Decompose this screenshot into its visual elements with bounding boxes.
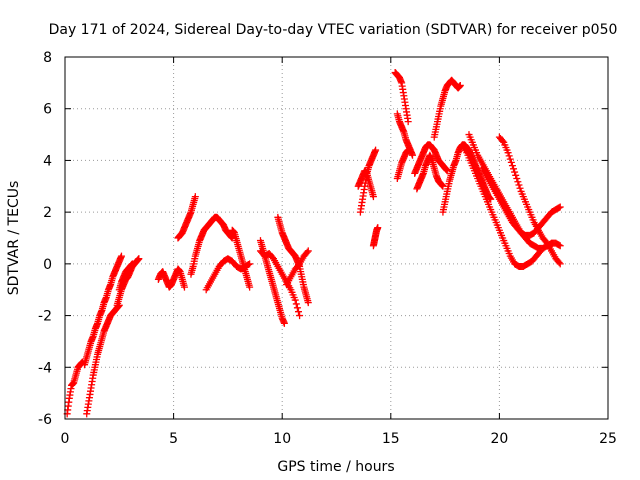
- x-tick-label: 10: [273, 431, 291, 447]
- series-trace-22: [413, 151, 447, 193]
- series-trace-15: [356, 146, 380, 216]
- data-point: [556, 242, 564, 250]
- data-point: [191, 193, 199, 201]
- data-point: [508, 162, 516, 170]
- x-tick-labels: 0 5 10 15 20 25: [61, 431, 617, 447]
- data-point: [409, 151, 417, 159]
- data-point: [246, 283, 254, 291]
- y-tick-label: 2: [43, 205, 52, 221]
- data-point: [507, 158, 515, 166]
- data-point: [456, 81, 464, 89]
- series-trace-2: [81, 252, 125, 369]
- data-point: [372, 146, 380, 154]
- x-tick-label: 0: [61, 431, 70, 447]
- plot-frame: [64, 56, 609, 420]
- data-point: [499, 137, 507, 145]
- data-point: [511, 168, 519, 176]
- data-point: [512, 171, 520, 179]
- data-point: [515, 181, 523, 189]
- series-trace-18: [391, 69, 412, 126]
- data-point: [516, 184, 524, 192]
- series-trace-21: [411, 141, 451, 177]
- series-trace-14: [283, 247, 312, 289]
- data-point: [555, 259, 563, 267]
- data-point: [374, 224, 382, 232]
- series-trace-16: [354, 167, 377, 201]
- series-trace-23: [430, 76, 464, 141]
- y-tick-label: -2: [38, 309, 52, 325]
- y-tick-label: 6: [43, 102, 52, 118]
- y-tick-label: 4: [43, 153, 52, 169]
- data-point: [117, 252, 125, 260]
- data-point: [246, 260, 254, 268]
- x-tick-label: 20: [490, 431, 508, 447]
- y-tick-labels: -6 -4 -2 0 2 4 6 8: [38, 50, 52, 428]
- x-tick-label: 5: [169, 431, 178, 447]
- data-point: [292, 300, 300, 308]
- series-trace-17: [369, 224, 382, 250]
- y-tick-label: 0: [43, 257, 52, 273]
- data-point: [404, 146, 412, 154]
- series-trace-3: [83, 301, 123, 418]
- data-point: [404, 118, 412, 126]
- series-trace-25: [458, 141, 545, 270]
- series-trace-27: [478, 164, 564, 239]
- data-point: [504, 149, 512, 157]
- series-trace-7: [174, 193, 199, 242]
- y-tick-label: -6: [38, 412, 52, 428]
- series-trace-12: [256, 247, 304, 320]
- data-point: [180, 283, 188, 291]
- data-point: [514, 178, 522, 186]
- data-point: [369, 193, 377, 201]
- series-trace-20: [393, 146, 412, 183]
- series-trace-8: [187, 213, 236, 278]
- data-point: [294, 308, 302, 316]
- data-point: [128, 260, 136, 268]
- y-tick-label: 8: [43, 50, 52, 66]
- data-point: [510, 165, 518, 173]
- data-point: [303, 248, 311, 256]
- x-tick-label: 15: [382, 431, 400, 447]
- data-point: [304, 247, 312, 255]
- data-point: [506, 155, 514, 163]
- series-trace-10: [228, 226, 254, 291]
- data-point: [304, 299, 312, 307]
- chart-title: Day 171 of 2024, Sidereal Day-to-day VTE…: [49, 22, 618, 38]
- series-trace-5: [115, 260, 136, 294]
- data-point: [291, 296, 299, 304]
- series-trace-19: [393, 110, 417, 159]
- data-point: [296, 312, 304, 320]
- data-point: [280, 319, 288, 327]
- series-trace-6: [154, 265, 188, 291]
- x-axis-label: GPS time / hours: [277, 459, 394, 475]
- series-trace-28: [495, 133, 564, 268]
- data-point: [556, 260, 564, 268]
- data-point: [513, 175, 521, 183]
- data-point: [135, 255, 143, 263]
- y-tick-label: -4: [38, 360, 52, 376]
- data-point: [556, 203, 564, 211]
- x-tick-label: 25: [599, 431, 617, 447]
- data-point: [505, 152, 513, 160]
- data-points: [63, 69, 564, 418]
- data-point: [293, 304, 301, 312]
- y-axis-label: SDTVAR / TECUs: [6, 181, 22, 296]
